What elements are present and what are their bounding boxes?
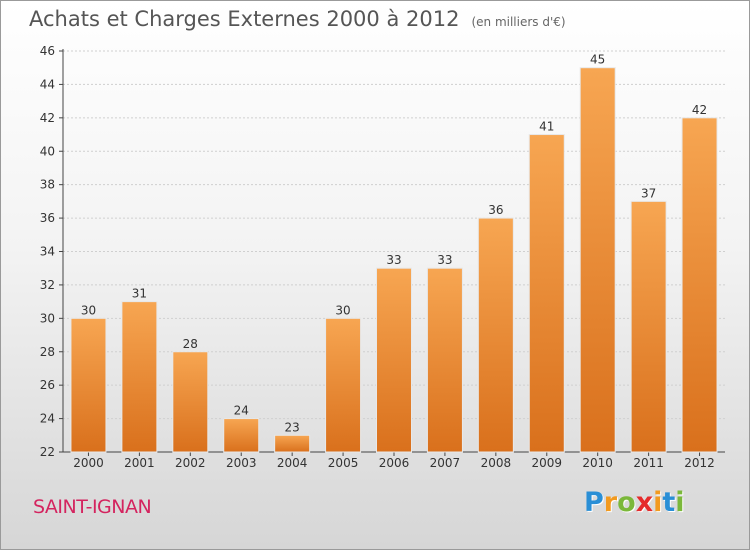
- x-tick-label: 2011: [633, 456, 664, 470]
- y-tick-label: 42: [40, 111, 55, 125]
- bar: [630, 200, 667, 453]
- x-tick-label: 2010: [582, 456, 613, 470]
- x-tick-label: 2000: [73, 456, 104, 470]
- labels: 22 24 26 28 30 32 34 36 38 40 42 44 46 30 2000 31 2001 28…: [40, 44, 715, 470]
- x-tick-label: 2002: [175, 456, 206, 470]
- bar: [426, 267, 463, 453]
- data-label: 31: [132, 287, 147, 301]
- bar: [528, 134, 565, 453]
- chart-subtitle: (en milliers d'€): [471, 15, 566, 29]
- y-tick-label: 40: [40, 144, 55, 158]
- x-tick-label: 2003: [226, 456, 257, 470]
- x-tick-label: 2012: [684, 456, 715, 470]
- y-tick-label: 24: [40, 412, 55, 426]
- bar: [325, 317, 362, 453]
- logo-letter: P: [584, 487, 604, 518]
- data-label: 42: [692, 103, 707, 117]
- y-tick-label: 22: [40, 445, 55, 459]
- data-label: 37: [641, 186, 656, 200]
- x-tick-label: 2005: [328, 456, 359, 470]
- bar: [172, 351, 209, 453]
- bar: [223, 418, 260, 453]
- x-tick-label: 2009: [531, 456, 562, 470]
- y-tick-label: 38: [40, 178, 55, 192]
- bar: [477, 217, 514, 453]
- data-label: 24: [234, 404, 249, 418]
- chart-title: Achats et Charges Externes 2000 à 2012 (e…: [29, 7, 566, 31]
- bar: [121, 301, 158, 453]
- logo-letter: i: [653, 487, 663, 518]
- bar: [376, 267, 412, 453]
- bar: [579, 67, 616, 453]
- y-tick-label: 28: [40, 345, 55, 359]
- data-label: 33: [437, 253, 452, 267]
- data-label: 30: [335, 303, 350, 317]
- data-label: 23: [285, 420, 300, 434]
- logo-letter: r: [603, 487, 618, 518]
- x-tick-label: 2007: [430, 456, 461, 470]
- logo-letter: o: [617, 487, 636, 518]
- y-tick-label: 30: [40, 311, 55, 325]
- data-label: 33: [386, 253, 401, 267]
- data-label: 28: [183, 337, 198, 351]
- logo-letter: t: [662, 487, 676, 518]
- logo-letter: i: [675, 487, 685, 518]
- y-tick-label: 36: [40, 211, 55, 225]
- y-tick-label: 44: [40, 77, 55, 91]
- x-tick-label: 2001: [124, 456, 155, 470]
- data-label: 30: [81, 303, 96, 317]
- y-tick-label: 34: [40, 245, 55, 259]
- city-name: SAINT-IGNAN: [33, 496, 152, 518]
- bars: [70, 67, 718, 453]
- y-tick-label: 26: [40, 378, 55, 392]
- x-tick-label: 2004: [277, 456, 308, 470]
- bar: [681, 117, 718, 453]
- bar: [274, 434, 311, 453]
- data-label: 41: [539, 120, 554, 134]
- proxiti-logo: Proxiti: [584, 487, 685, 518]
- data-label: 45: [590, 53, 605, 67]
- x-tick-label: 2006: [379, 456, 410, 470]
- y-tick-label: 46: [40, 44, 55, 58]
- chart-title-text: Achats et Charges Externes 2000 à 2012: [29, 7, 460, 31]
- y-tick-label: 32: [40, 278, 55, 292]
- bar: [70, 317, 107, 453]
- data-label: 36: [488, 203, 503, 217]
- x-tick-label: 2008: [481, 456, 512, 470]
- logo-letter: x: [635, 487, 654, 518]
